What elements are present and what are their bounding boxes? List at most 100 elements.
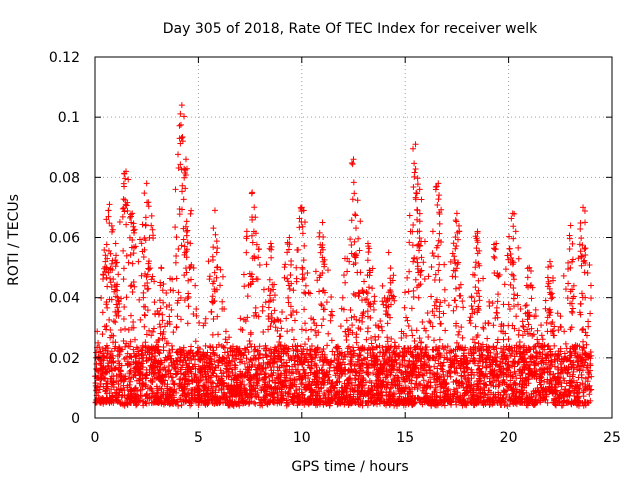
data-point [407,348,414,355]
data-point [139,383,146,390]
data-point [509,322,516,329]
data-point [423,370,430,377]
data-point [525,365,532,372]
data-point [180,398,187,405]
data-point [171,366,178,373]
data-point [429,308,436,315]
data-point [255,377,262,384]
data-point [302,327,309,334]
data-point [181,297,188,304]
data-point [188,357,195,364]
data-point [577,225,584,232]
data-point [584,270,591,277]
data-point [265,313,272,320]
data-point [383,346,390,353]
data-point [290,336,297,343]
data-point [480,275,487,282]
data-point [110,276,117,283]
data-point [146,266,153,273]
data-point [482,392,489,399]
data-point [474,381,481,388]
data-point [379,282,386,289]
data-point [412,395,419,402]
data-point [157,279,164,286]
data-point [582,381,589,388]
data-point [193,306,200,313]
data-point [532,387,539,394]
data-point [337,350,344,357]
data-point [246,270,253,277]
data-point [563,356,570,363]
data-point [258,386,265,393]
data-point [557,360,564,367]
data-point [285,346,292,353]
data-point [114,353,121,360]
data-point [353,334,360,341]
data-point [181,380,188,387]
data-point [471,272,478,279]
data-point [125,342,132,349]
data-point [276,339,283,346]
data-point [181,370,188,377]
data-point [107,279,114,286]
data-point [278,325,285,332]
data-point [282,378,289,385]
data-point [193,312,200,319]
data-point [474,309,481,316]
data-point [337,399,344,406]
data-point [256,399,263,406]
data-point [265,326,272,333]
data-point [508,386,515,393]
data-point [554,364,561,371]
data-point [275,375,282,382]
data-point [141,246,148,253]
data-point [101,265,108,272]
data-point [430,253,437,260]
data-point [292,376,299,383]
data-point [519,318,526,325]
data-point [149,273,156,280]
data-point [517,366,524,373]
data-point [242,318,249,325]
data-point [427,319,434,326]
data-point [106,390,113,397]
data-point [263,383,270,390]
data-point [268,349,275,356]
data-point [142,372,149,379]
data-point [155,343,162,350]
data-point [403,373,410,380]
data-point [431,337,438,344]
data-point [328,397,335,404]
data-point [581,269,588,276]
data-point [578,290,585,297]
data-point [156,297,163,304]
data-point [587,349,594,356]
data-point [490,382,497,389]
data-point [352,292,359,299]
data-point [384,399,391,406]
data-point [124,207,131,214]
data-point [468,303,475,310]
data-point [206,375,213,382]
data-point [519,377,526,384]
data-point [418,238,425,245]
data-point [149,350,156,357]
data-point [490,322,497,329]
data-point [307,347,314,354]
data-point [429,323,436,330]
data-point [287,385,294,392]
data-point [92,380,99,387]
data-point [125,259,132,266]
data-point [148,394,155,401]
data-point [112,319,119,326]
data-point [288,396,295,403]
data-point [213,286,220,293]
data-point [421,360,428,367]
data-point [173,252,180,259]
data-point [408,327,415,334]
data-point [575,397,582,404]
data-point [157,366,164,373]
data-point [515,255,522,262]
data-point [113,312,120,319]
data-point [120,247,127,254]
